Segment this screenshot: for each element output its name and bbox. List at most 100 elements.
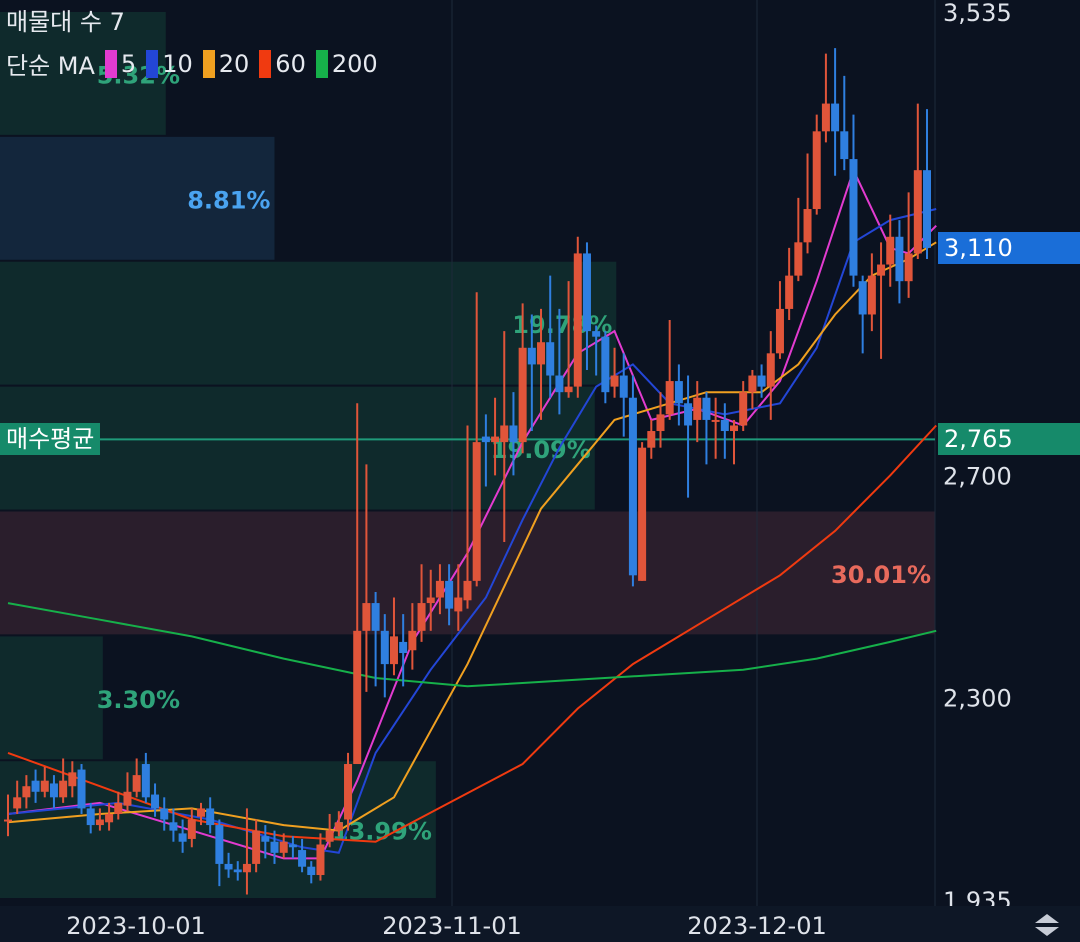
- avg-buy-label: 매수평균: [0, 423, 101, 456]
- candle-body: [270, 841, 279, 853]
- candle-body: [334, 822, 343, 831]
- candle-body: [132, 775, 141, 792]
- candle-body: [160, 808, 169, 820]
- candle-body: [711, 419, 720, 422]
- candle-body: [187, 819, 196, 839]
- candle-body: [114, 802, 123, 814]
- profile-count-title: 매물대 수 7: [6, 8, 125, 36]
- ma-5-swatch: [104, 49, 117, 78]
- candle-body: [582, 253, 591, 332]
- candle-body: [224, 863, 233, 870]
- volume-profile-label: 30.01%: [831, 561, 931, 589]
- candle-body: [380, 630, 389, 665]
- ma-prefix: 단순 MA: [6, 52, 95, 80]
- candle-body: [105, 813, 114, 823]
- candle-body: [877, 264, 886, 276]
- candle-body: [215, 825, 224, 864]
- candle-body: [481, 436, 490, 443]
- candle-body: [785, 275, 794, 309]
- candle-body: [518, 347, 527, 443]
- ma-200-label: 200: [331, 49, 378, 78]
- candle-body: [748, 375, 757, 393]
- ma-20-line: [7, 241, 937, 832]
- candle-body: [463, 580, 472, 601]
- candle-body: [665, 381, 674, 415]
- candle-body: [913, 170, 922, 254]
- candle-body: [592, 331, 601, 337]
- candle-body: [77, 769, 86, 809]
- candle-body: [803, 209, 812, 243]
- y-tick-label: 2,700: [943, 462, 1012, 490]
- volume-profile-label: 3.30%: [97, 686, 180, 714]
- avg-buy-price-tag: 2,765: [938, 423, 1080, 456]
- candle-body: [242, 863, 251, 873]
- candle-body: [206, 808, 215, 826]
- candle-body: [22, 786, 31, 798]
- candle-body: [445, 580, 454, 609]
- candle-body: [472, 442, 481, 581]
- ma-60-label: 60: [275, 49, 306, 78]
- candle-body: [628, 397, 637, 576]
- candle-body: [564, 386, 573, 393]
- candle-body: [279, 841, 288, 853]
- ma-200-swatch: [315, 49, 328, 78]
- volume-profile-bar: [0, 136, 275, 260]
- candle-body: [867, 275, 876, 315]
- candle-body: [895, 236, 904, 282]
- ma-60-swatch: [259, 49, 272, 78]
- candle-body: [831, 103, 840, 132]
- candle-body: [702, 397, 711, 420]
- volume-profile-label: 8.81%: [187, 186, 270, 214]
- candle-body: [491, 436, 500, 443]
- candle-body: [546, 342, 555, 376]
- candle-body: [527, 347, 536, 365]
- ma-20-label: 20: [218, 49, 250, 78]
- candle-body: [601, 336, 610, 393]
- candle-body: [362, 603, 371, 631]
- candle-body: [500, 425, 509, 443]
- candle-body: [141, 764, 150, 798]
- candle-body: [573, 253, 582, 387]
- candle-body: [435, 580, 444, 598]
- candle-body: [886, 236, 895, 265]
- candle-body: [812, 131, 821, 210]
- candle-body: [858, 281, 867, 315]
- candle-body: [730, 425, 739, 432]
- candle-body: [904, 253, 913, 282]
- candle-body: [399, 641, 408, 654]
- candle-body: [408, 630, 417, 651]
- candle-body: [509, 425, 518, 443]
- ma-legend: 단순 MA 5 10 20 60 200: [6, 46, 384, 81]
- candle-body: [344, 764, 353, 820]
- candle-body: [555, 375, 564, 393]
- expand-sort-icon[interactable]: [1032, 912, 1062, 938]
- volume-profile-bar: [0, 261, 617, 385]
- candle-body: [426, 597, 435, 604]
- candle-body: [923, 170, 931, 248]
- candle-body: [13, 797, 22, 809]
- x-tick-label: 2023-11-01: [382, 912, 521, 940]
- candle-body: [4, 819, 12, 822]
- candle-body: [537, 342, 546, 365]
- candle-body: [610, 375, 619, 387]
- ma-10-label: 10: [162, 49, 193, 78]
- y-tick-label: 3,535: [943, 0, 1012, 27]
- candle-body: [31, 780, 40, 792]
- candle-body: [638, 447, 647, 581]
- candle-body: [757, 375, 766, 387]
- ma-5-label: 5: [120, 49, 137, 78]
- candle-body: [123, 791, 132, 806]
- candle-body: [739, 392, 748, 426]
- candle-body: [674, 381, 683, 404]
- candle-body: [151, 794, 160, 809]
- volume-profile-bar: [0, 636, 103, 760]
- candle-body: [169, 822, 178, 831]
- candle-body: [775, 308, 784, 354]
- candle-body: [316, 844, 325, 876]
- candle-body: [417, 603, 426, 631]
- candle-body: [371, 603, 380, 631]
- candle-body: [233, 869, 242, 873]
- candle-body: [196, 808, 205, 817]
- x-tick-label: 2023-12-01: [687, 912, 826, 940]
